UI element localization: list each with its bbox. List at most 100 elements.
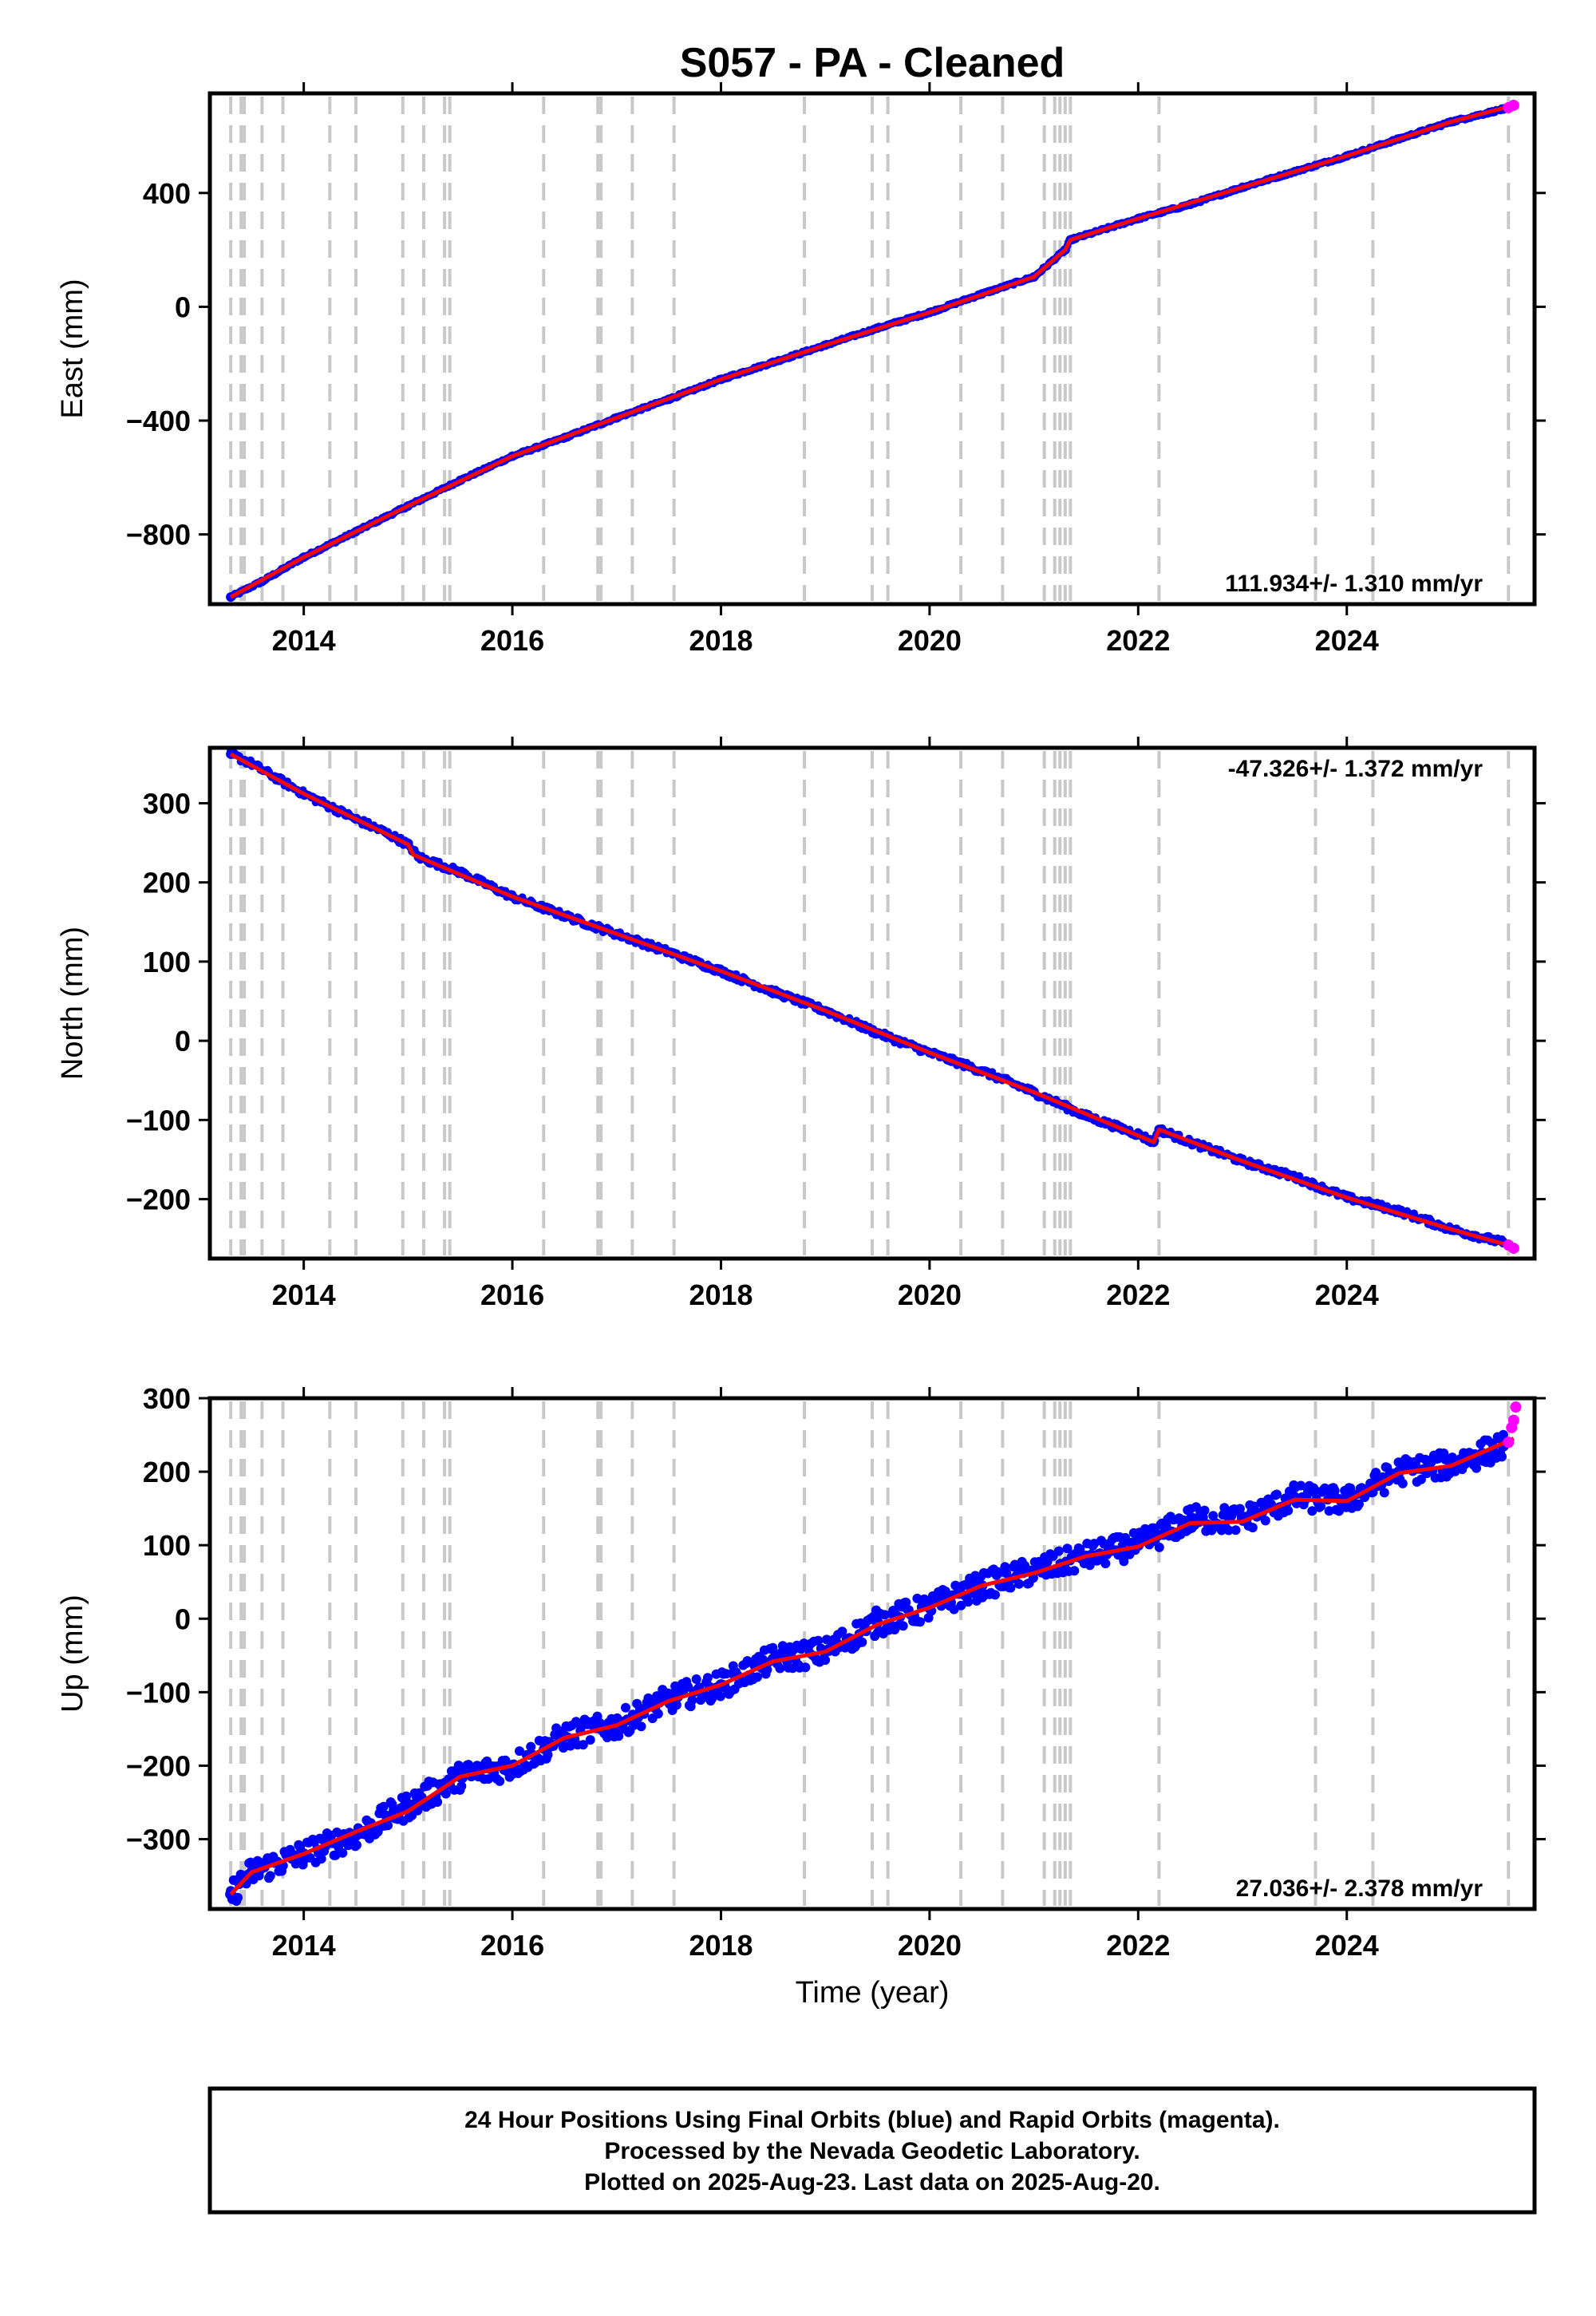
x-tick-label: 2022	[1106, 1279, 1170, 1311]
final-orbit-point	[316, 1854, 326, 1864]
footer-line-2: Processed by the Nevada Geodetic Laborat…	[604, 2138, 1140, 2164]
x-tick-label: 2022	[1106, 624, 1170, 657]
y-axis-label: East (mm)	[56, 279, 89, 418]
final-orbit-point	[1154, 1542, 1164, 1552]
y-axis-label: Up (mm)	[56, 1595, 89, 1713]
final-orbit-point	[1416, 1474, 1426, 1484]
x-tick-label: 2024	[1315, 1279, 1379, 1311]
x-tick-label: 2018	[689, 624, 753, 657]
final-orbit-point	[1100, 1559, 1111, 1569]
final-orbit-point	[715, 1691, 725, 1701]
final-orbit-point	[265, 1871, 275, 1881]
final-orbit-points	[227, 104, 1507, 601]
final-orbit-point	[495, 1776, 505, 1786]
final-orbit-point	[1272, 1489, 1282, 1500]
final-orbit-point	[1223, 1525, 1234, 1535]
panel-up: 2014 2016 2018 2020 2022 2024 −300 −200 −100 0 100…	[56, 1382, 1546, 2010]
final-orbit-point	[949, 1604, 959, 1614]
final-orbit-point	[879, 1610, 890, 1620]
final-orbit-point	[1497, 1452, 1507, 1462]
final-orbit-point	[585, 1735, 595, 1745]
final-orbit-point	[990, 1590, 1000, 1600]
final-orbit-point	[940, 1587, 950, 1596]
rapid-orbit-point	[1510, 1401, 1522, 1413]
final-orbit-point	[1075, 1544, 1085, 1555]
y-tick-label: 300	[143, 787, 191, 820]
final-orbit-point	[526, 1741, 536, 1752]
panel-east: 2014 2016 2018 2020 2022 2024 −800 −400 0 400 East…	[56, 82, 1546, 657]
final-orbit-point	[800, 1662, 811, 1673]
final-orbit-point	[543, 1749, 553, 1760]
x-tick-label: 2014	[272, 1929, 336, 1962]
final-orbit-point	[762, 1665, 772, 1675]
final-orbit-point	[440, 1788, 451, 1799]
panel-frame	[207, 745, 1537, 1261]
final-orbit-point	[1316, 1501, 1325, 1512]
chart-title: S057 - PA - Cleaned	[680, 40, 1065, 86]
final-orbit-point	[338, 1848, 348, 1858]
final-orbit-point	[671, 1700, 681, 1710]
final-orbit-point	[1307, 1506, 1317, 1516]
final-orbit-point	[1283, 1505, 1294, 1516]
y-tick-label: −300	[126, 1824, 191, 1856]
final-orbit-point	[702, 1673, 713, 1683]
x-tick-label: 2024	[1315, 1929, 1379, 1962]
y-tick-label: −400	[126, 405, 191, 437]
final-orbit-point	[813, 1635, 824, 1646]
x-tick-label: 2020	[898, 1279, 962, 1311]
y-axis-label: North (mm)	[56, 927, 89, 1080]
model-fit-line	[229, 103, 1515, 599]
final-orbit-point	[687, 1695, 697, 1705]
y-tick-label: −200	[126, 1184, 191, 1216]
final-orbit-point	[290, 1859, 301, 1869]
final-orbit-point	[1069, 1566, 1080, 1576]
rapid-orbit-point	[1507, 99, 1519, 111]
footer-line-1: 24 Hour Positions Using Final Orbits (bl…	[464, 2107, 1280, 2133]
y-tick-label: −800	[126, 519, 191, 551]
final-orbit-point	[1324, 1506, 1334, 1516]
final-orbit-point	[515, 1746, 524, 1757]
final-orbit-point	[837, 1626, 847, 1637]
final-orbit-point	[1397, 1478, 1408, 1488]
footer-line-3: Plotted on 2025-Aug-23. Last data on 202…	[584, 2169, 1160, 2195]
final-orbit-point	[1296, 1480, 1306, 1491]
final-orbit-point	[1247, 1523, 1258, 1533]
x-tick-label: 2016	[480, 1279, 544, 1311]
final-orbit-point	[1005, 1583, 1016, 1593]
x-tick-label: 2020	[898, 1929, 962, 1962]
final-orbit-point	[950, 1580, 961, 1591]
panel-north: 2014 2016 2018 2020 2022 2024 −200 −100 0 100 200 3…	[56, 737, 1546, 1311]
x-tick-label: 2020	[898, 624, 962, 657]
final-orbit-point	[1208, 1511, 1219, 1521]
final-orbit-point	[433, 1797, 443, 1807]
y-tick-label: 200	[143, 1456, 191, 1488]
final-orbit-point	[578, 1740, 588, 1750]
rapid-orbit-point	[1503, 1437, 1515, 1448]
footer-box	[207, 2086, 1537, 2215]
y-tick-label: −200	[126, 1749, 191, 1782]
final-orbit-point	[1014, 1579, 1025, 1589]
x-tick-label: 2018	[689, 1279, 753, 1311]
final-orbit-point	[1379, 1488, 1389, 1498]
panels: 2014 2016 2018 2020 2022 2024 −800 −400 0 400 East…	[56, 82, 1546, 2010]
x-tick-label: 2014	[272, 624, 336, 657]
final-orbit-point	[1498, 1429, 1508, 1440]
rapid-orbit-point	[1507, 1414, 1519, 1426]
final-orbit-point	[857, 1637, 867, 1647]
final-orbit-point	[691, 1674, 701, 1684]
final-orbit-point	[1053, 1546, 1064, 1556]
model-fit-line	[229, 1437, 1515, 1896]
final-orbit-point	[775, 1663, 785, 1674]
final-orbit-point	[963, 1597, 974, 1607]
final-orbit-point	[898, 1621, 908, 1631]
model-fit-line	[229, 752, 1515, 1249]
final-orbit-point	[1353, 1499, 1364, 1509]
x-tick-label: 2016	[480, 624, 544, 657]
x-tick-label: 2024	[1315, 624, 1379, 657]
final-orbit-point	[1119, 1556, 1129, 1567]
velocity-annotation: 27.036+/- 2.378 mm/yr	[1236, 1875, 1483, 1902]
final-orbit-point	[621, 1702, 630, 1713]
y-tick-label: 0	[175, 1603, 191, 1635]
x-tick-label: 2022	[1106, 1929, 1170, 1962]
